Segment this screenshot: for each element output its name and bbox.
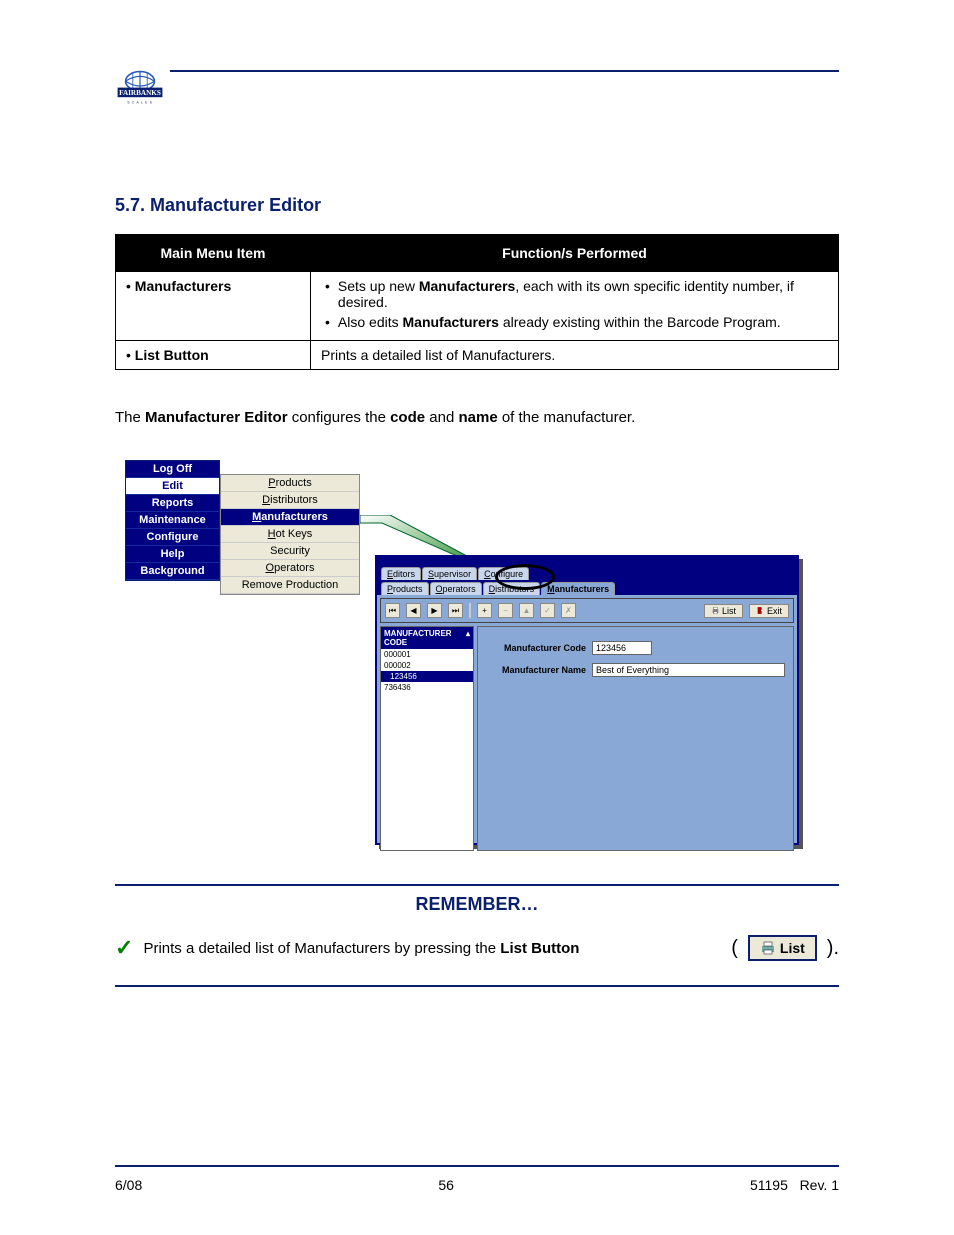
toolbar: ⏮ ◀ ▶ ⏭ + − ▲ ✓ ✗ List Exit	[380, 598, 794, 623]
tabs-row-1: Editors Supervisor Configure	[377, 565, 797, 580]
menu-item-edit[interactable]: Edit	[126, 478, 219, 495]
menu-item-logoff[interactable]: Log Off	[126, 461, 219, 478]
fairbanks-logo: FAIRBANKS S C A L E S	[115, 70, 165, 110]
nav-prev-button[interactable]: ◀	[406, 603, 421, 618]
tab-distributors[interactable]: Distributors	[483, 582, 541, 595]
tab-products[interactable]: Products	[381, 582, 429, 595]
table-row: • Manufacturers • Sets up new Manufactur…	[116, 272, 839, 341]
code-row[interactable]: 000001	[381, 649, 473, 660]
nav-ok-button[interactable]: ✓	[540, 603, 555, 618]
menu-item-reports[interactable]: Reports	[126, 495, 219, 512]
nav-del-button[interactable]: −	[498, 603, 513, 618]
tabs-row-2: Products Operators Distributors Manufact…	[377, 580, 797, 595]
list-item: • Sets up new Manufacturers, each with i…	[321, 278, 828, 310]
dropdown-security[interactable]: Security	[221, 543, 359, 560]
page-header: FAIRBANKS S C A L E S	[115, 70, 839, 110]
nav-next-button[interactable]: ▶	[427, 603, 442, 618]
tab-supervisor[interactable]: Supervisor	[422, 567, 477, 580]
dropdown-products[interactable]: Products	[221, 475, 359, 492]
nav-edit-button[interactable]: ▲	[519, 603, 534, 618]
app-body: MANUFACTURER CODE▴ 000001 000002 ▶123456…	[377, 626, 797, 854]
edit-dropdown: Products Distributors Manufacturers Hot …	[220, 474, 360, 595]
check-icon: ✓	[115, 935, 133, 961]
footer-date: 6/08	[115, 1177, 142, 1193]
exit-button[interactable]: Exit	[749, 604, 789, 618]
remember-rule-top	[115, 884, 839, 886]
dropdown-distributors[interactable]: Distributors	[221, 492, 359, 509]
titlebar	[377, 557, 797, 565]
remember-body: ✓ Prints a detailed list of Manufacturer…	[115, 935, 839, 961]
list-item: • Also edits Manufacturers already exist…	[321, 314, 828, 330]
nav-add-button[interactable]: +	[477, 603, 492, 618]
tab-editors[interactable]: Editors	[381, 567, 421, 580]
mfr-name-field[interactable]	[592, 663, 785, 677]
mfr-code-field[interactable]	[592, 641, 652, 655]
section-number: 5.7.	[115, 195, 145, 215]
code-row[interactable]: 000002	[381, 660, 473, 671]
description-paragraph: The Manufacturer Editor configures the c…	[115, 406, 839, 430]
menu-item-maintenance[interactable]: Maintenance	[126, 512, 219, 529]
nav-last-button[interactable]: ⏭	[448, 603, 463, 618]
section-title: Manufacturer Editor	[150, 195, 321, 215]
footer-rule	[115, 1165, 839, 1167]
printer-icon	[760, 940, 776, 956]
remember-rule-bottom	[115, 985, 839, 987]
code-panel: MANUFACTURER CODE▴ 000001 000002 ▶123456…	[380, 626, 474, 851]
mfr-name-label: Manufacturer Name	[486, 665, 586, 675]
form-panel: Manufacturer Code Manufacturer Name	[477, 626, 794, 851]
remember-heading: REMEMBER…	[115, 894, 839, 915]
screenshot-composite: Log Off Edit Reports Maintenance Configu…	[115, 460, 839, 860]
tab-configure[interactable]: Configure	[478, 567, 529, 580]
code-row[interactable]: 736436	[381, 682, 473, 693]
header-rule	[170, 70, 839, 72]
dropdown-hotkeys[interactable]: Hot Keys	[221, 526, 359, 543]
page-footer: 6/08 56 51195 Rev. 1	[115, 1177, 839, 1193]
menu-item-configure[interactable]: Configure	[126, 529, 219, 546]
dropdown-operators[interactable]: Operators	[221, 560, 359, 577]
remember-text: Prints a detailed list of Manufacturers …	[143, 940, 721, 957]
table-row: • List Button Prints a detailed list of …	[116, 341, 839, 370]
footer-doc: 51195 Rev. 1	[750, 1177, 839, 1193]
menu-item-background[interactable]: Background	[126, 563, 219, 580]
tab-operators[interactable]: Operators	[430, 582, 482, 595]
col-header-func: Function/s Performed	[311, 235, 839, 272]
dropdown-manufacturers[interactable]: Manufacturers	[221, 509, 359, 526]
col-header-menu: Main Menu Item	[116, 235, 311, 272]
mfr-code-label: Manufacturer Code	[486, 643, 586, 653]
svg-text:S C A L E S: S C A L E S	[127, 101, 152, 105]
menu-item-help[interactable]: Help	[126, 546, 219, 563]
remember-list-button[interactable]: List	[748, 935, 817, 961]
dropdown-remove[interactable]: Remove Production	[221, 577, 359, 594]
exit-icon	[756, 606, 765, 615]
app-window: Editors Supervisor Configure Products Op…	[375, 555, 799, 845]
footer-page: 56	[438, 1177, 454, 1193]
list-button[interactable]: List	[704, 604, 743, 618]
nav-cancel-button[interactable]: ✗	[561, 603, 576, 618]
section-heading: 5.7. Manufacturer Editor	[115, 195, 839, 216]
svg-text:FAIRBANKS: FAIRBANKS	[119, 89, 161, 97]
nav-first-button[interactable]: ⏮	[385, 603, 400, 618]
tab-manufacturers[interactable]: Manufacturers	[541, 582, 615, 595]
code-row-selected[interactable]: ▶123456	[381, 671, 473, 682]
info-table: Main Menu Item Function/s Performed • Ma…	[115, 234, 839, 370]
printer-icon	[711, 606, 720, 615]
code-header[interactable]: MANUFACTURER CODE▴	[381, 627, 473, 649]
side-menu: Log Off Edit Reports Maintenance Configu…	[125, 460, 220, 581]
